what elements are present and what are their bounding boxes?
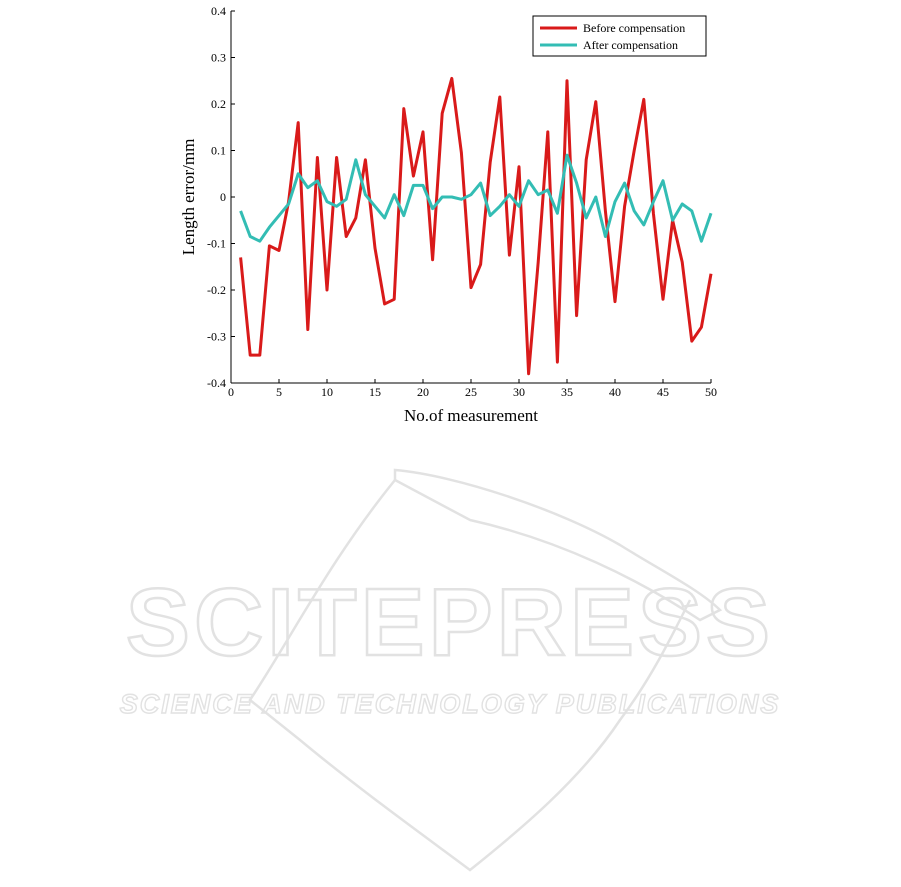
legend-box	[532, 15, 707, 57]
x-tick-label: 30	[513, 385, 525, 399]
y-tick-label: -0.4	[207, 376, 226, 390]
y-tick-label: -0.1	[207, 237, 226, 251]
y-tick-label: 0.1	[211, 144, 226, 158]
plot-area: 0 5 10 15 20 25 30 35 40 45 50 -0.4 -0.3 -0.2 -0.1 0 0.…	[207, 4, 717, 399]
publisher-watermark: SCITEPRESS SCIENCE AND TECHNOLOGY PUBLIC…	[119, 468, 781, 872]
x-tick-label: 35	[561, 385, 573, 399]
x-ticks: 0 5 10 15 20 25 30 35 40 45 50	[228, 379, 717, 399]
x-tick-label: 15	[369, 385, 381, 399]
watermark-book-shape	[248, 479, 692, 872]
watermark-title: SCITEPRESS	[126, 569, 774, 676]
y-tick-label: 0.2	[211, 97, 226, 111]
x-tick-label: 25	[465, 385, 477, 399]
y-tick-label: -0.2	[207, 283, 226, 297]
legend-label-after: After compensation	[583, 38, 678, 52]
watermark-subtitle: SCIENCE AND TECHNOLOGY PUBLICATIONS	[120, 689, 781, 719]
x-tick-label: 5	[276, 385, 282, 399]
legend-label-before: Before compensation	[583, 21, 685, 35]
y-tick-label: -0.3	[207, 330, 226, 344]
x-axis-label: No.of measurement	[404, 406, 538, 425]
series-lines	[239, 76, 713, 376]
x-tick-label: 50	[705, 385, 717, 399]
x-tick-label: 45	[657, 385, 669, 399]
x-tick-label: 20	[417, 385, 429, 399]
x-tick-label: 40	[609, 385, 621, 399]
y-tick-label: 0.4	[211, 4, 226, 18]
watermark-swoosh-shape	[393, 468, 723, 622]
y-ticks: -0.4 -0.3 -0.2 -0.1 0 0.1 0.2 0.3 0.4	[207, 4, 235, 390]
y-tick-label: 0.3	[211, 51, 226, 65]
y-tick-label: 0	[220, 190, 226, 204]
y-axis-label: Length error/mm	[179, 139, 198, 256]
x-tick-label: 0	[228, 385, 234, 399]
legend: Before compensation After compensation	[532, 15, 707, 57]
x-tick-label: 10	[321, 385, 333, 399]
series-line-after-compensation	[239, 153, 713, 243]
series-line-before-compensation	[239, 76, 713, 376]
